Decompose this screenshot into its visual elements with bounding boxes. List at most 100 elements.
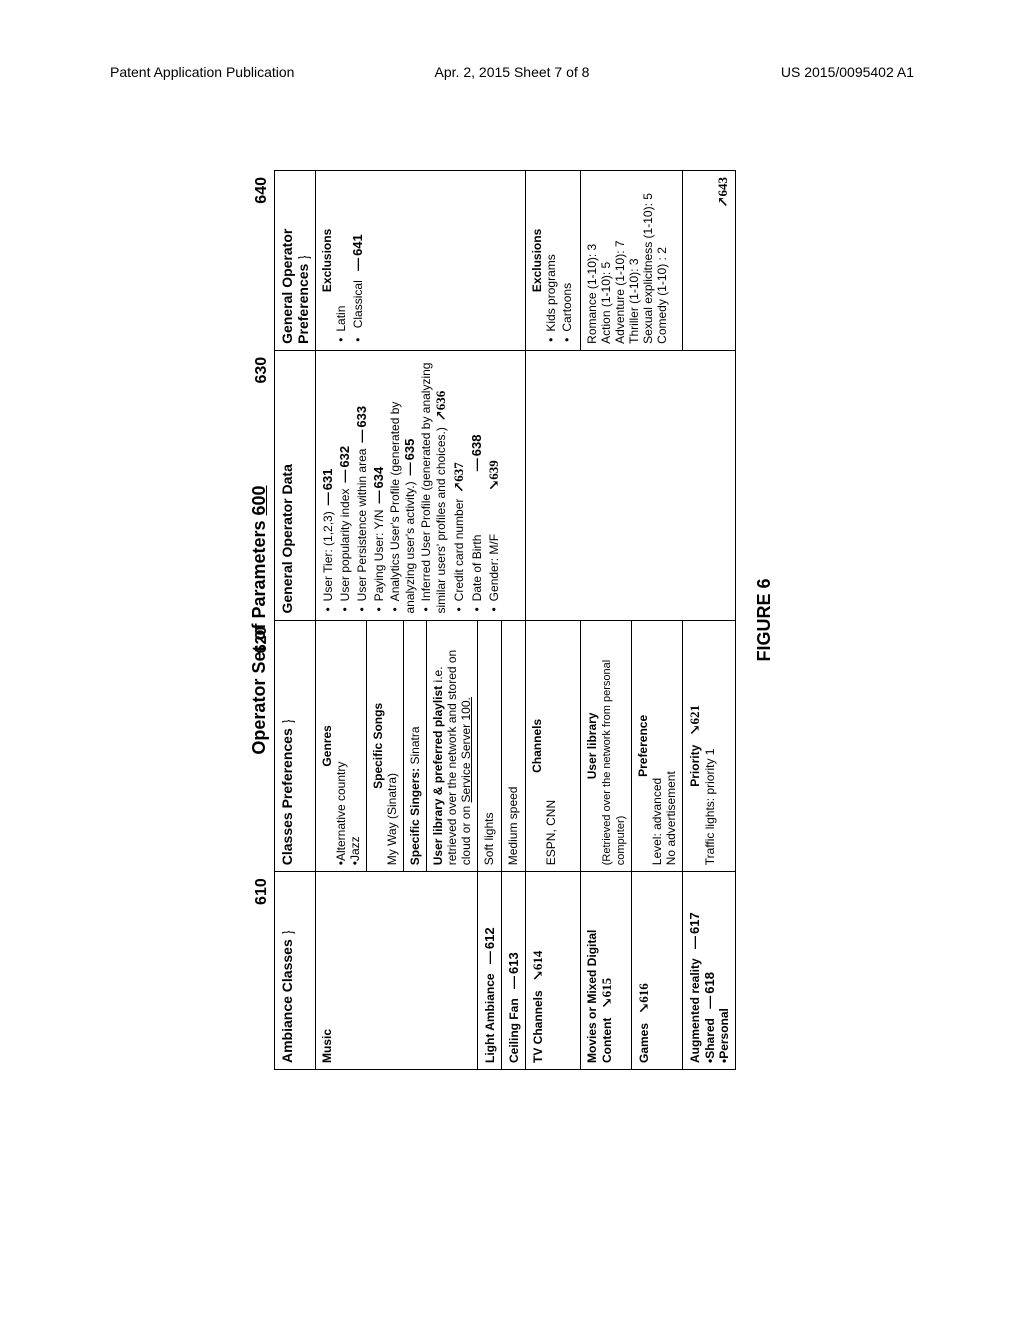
rating-comedy: Comedy (1-10) : 2: [655, 177, 669, 344]
op-data-gender-label: Gender: M/F: [487, 534, 501, 601]
op-data-popularity: User popularity index 632: [337, 357, 352, 614]
col-header-ambiance: Ambiance Classes } 610: [275, 872, 316, 1070]
col-header-operator-pref-text: General Operator Preferences: [279, 229, 311, 344]
op-data-dob-label: Date of Birth: [470, 535, 484, 602]
col-header-classes-pref-text: Classes Preferences: [279, 728, 295, 865]
cell-genres: Genres •Alternative country •Jazz: [316, 620, 367, 872]
cell-operator-data-empty: [526, 350, 736, 620]
col-header-ambiance-text: Ambiance Classes: [279, 939, 295, 1063]
ref-620: 620: [253, 627, 271, 654]
col-header-classes-pref: Classes Preferences } 620: [275, 620, 316, 872]
priority-title: Priority: [688, 745, 702, 787]
cell-games: Games ↘616: [632, 872, 683, 1070]
user-library-link: Service Server 100.: [459, 697, 473, 802]
cell-tv-pref: Channels ESPN, CNN: [526, 620, 581, 872]
ref-636: ↗636: [433, 391, 448, 421]
specific-songs-item: My Way (Sinatra): [385, 627, 399, 866]
ref-635: 635: [402, 439, 417, 476]
cell-ar-ref643: ↗643: [683, 171, 736, 351]
rating-adventure: Adventure (1-10): 7: [613, 177, 627, 344]
op-data-tier-label: User Tier: (1,2,3): [321, 511, 335, 601]
ref-641: 641: [350, 234, 365, 271]
col-header-operator-data-text: General Operator Data: [279, 464, 295, 613]
op-data-paying-label: Paying User: Y/N: [372, 509, 386, 601]
cell-ar: Augmented reality 617 •Shared 618 •Perso…: [683, 872, 736, 1070]
op-data-paying: Paying User: Y/N 634: [371, 357, 386, 614]
cell-tv: TV Channels ↘614: [526, 872, 581, 1070]
rating-romance: Romance (1-10): 3: [585, 177, 599, 344]
user-library-title: User library & preferred playlist: [431, 686, 445, 865]
rating-sexual: Sexual explicitness (1-10): 5: [641, 177, 655, 344]
specific-singers-value: Sinatra: [408, 726, 422, 764]
cell-light-pref: Soft lights: [478, 620, 502, 872]
games-level: Level: advanced: [650, 627, 664, 866]
movies-userlib-body: (Retrieved over the network from persona…: [601, 660, 627, 865]
genre-item-0: Alternative country: [334, 762, 348, 861]
music-label: Music: [320, 1029, 334, 1063]
ref-640: 640: [253, 177, 271, 204]
exclusion-classical: Classical 641: [350, 177, 365, 344]
ref-639: ↘639: [486, 460, 501, 490]
cell-tv-exclusions: Exclusions Kids programs Cartoons: [526, 171, 581, 351]
cell-fan-pref: Medium speed: [502, 620, 526, 872]
ref-632: 632: [337, 446, 352, 483]
ref-616: ↘616: [636, 983, 651, 1013]
op-data-persistence-label: User Persistence within area: [355, 449, 369, 602]
exclusion-cartoons: Cartoons: [560, 177, 574, 344]
ref-610: 610: [253, 878, 271, 905]
priority-value: Traffic lights: priority 1: [703, 627, 717, 866]
op-data-inferred: Inferred User Profile (generated by anal…: [419, 357, 449, 614]
cell-music: Music: [316, 872, 478, 1070]
op-data-popularity-label: User popularity index: [338, 489, 352, 602]
rotated-content: Operator Set of Parameters 600 Ambiance …: [249, 170, 775, 1070]
op-data-gender: Gender: M/F ↘639: [486, 357, 502, 614]
games-noad: No advertisement: [664, 627, 678, 866]
ref-634: 634: [371, 467, 386, 504]
fan-label: Ceiling Fan: [507, 998, 521, 1063]
ref-617: 617: [687, 912, 702, 949]
ar-label: Augmented reality: [688, 958, 702, 1063]
tv-label: TV Channels: [531, 990, 545, 1063]
exclusions-title-tv: Exclusions: [530, 177, 544, 344]
header-right: US 2015/0095402 A1: [781, 64, 914, 80]
channels-title: Channels: [530, 627, 544, 866]
rating-action: Action (1-10): 5: [599, 177, 613, 344]
ref-637: ↗637: [451, 462, 466, 492]
ref-615: ↘615: [599, 978, 614, 1008]
cell-light: Light Ambiance 612: [478, 872, 502, 1070]
cell-fan: Ceiling Fan 613: [502, 872, 526, 1070]
ar-shared: Shared: [703, 1018, 717, 1059]
ref-630: 630: [253, 357, 271, 384]
cell-games-pref: Preference Level: advanced No advertisem…: [632, 620, 683, 872]
ref-621: ↘621: [687, 705, 702, 735]
figure-title: Operator Set of Parameters 600: [249, 170, 270, 1070]
ref-614: ↘614: [530, 951, 545, 981]
ref-643: ↗643: [715, 177, 731, 207]
op-data-analytics-label: Analytics User's Profile (generated by a…: [388, 402, 417, 614]
ar-personal: Personal: [717, 1008, 731, 1059]
genre-item-1: Jazz: [348, 836, 362, 861]
op-data-dob: Date of Birth 638: [469, 357, 484, 614]
op-data-analytics: Analytics User's Profile (generated by a…: [388, 357, 417, 614]
ref-618: 618: [702, 972, 717, 1009]
genres-title: Genres: [320, 627, 334, 866]
rating-thriller: Thriller (1-10): 3: [627, 177, 641, 344]
exclusion-kids: Kids programs: [544, 177, 558, 344]
movies-label-1: Movies or Mixed Digital: [585, 930, 599, 1063]
cell-specific-songs: Specific Songs My Way (Sinatra): [367, 620, 404, 872]
exclusion-latin: Latin: [334, 177, 348, 344]
col-header-operator-data: General Operator Data 630: [275, 350, 316, 620]
specific-singers-title: Specific Singers:: [408, 768, 422, 865]
games-label: Games: [637, 1023, 651, 1063]
figure-caption: FIGURE 6: [754, 170, 775, 1070]
games-pref-title: Preference: [636, 627, 650, 866]
col-header-operator-pref: General Operator Preferences } 640: [275, 171, 316, 351]
op-data-tier: User Tier: (1,2,3) 631: [320, 357, 335, 614]
figure-title-number: 600: [249, 485, 269, 515]
exclusions-title-music: Exclusions: [320, 177, 334, 344]
movies-userlib-title: User library: [585, 627, 599, 866]
op-data-credit-label: Credit card number: [452, 499, 466, 602]
channels-value: ESPN, CNN: [544, 627, 558, 866]
exclusion-classical-label: Classical: [351, 280, 365, 328]
ref-631: 631: [320, 469, 335, 506]
